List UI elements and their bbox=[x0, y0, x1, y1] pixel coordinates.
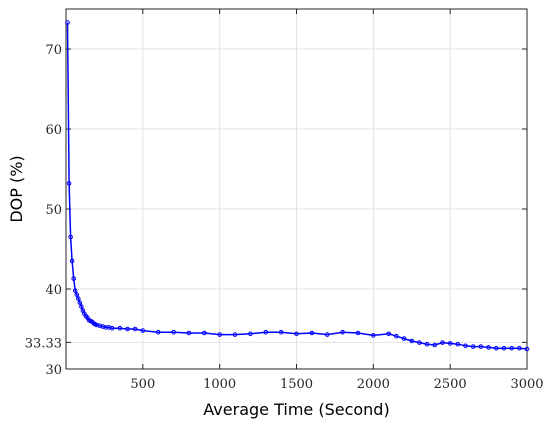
y-tick-label: 40 bbox=[45, 283, 62, 298]
data-point bbox=[470, 344, 476, 349]
data-point bbox=[74, 292, 80, 297]
data-point bbox=[432, 342, 438, 348]
data-point bbox=[440, 340, 445, 345]
data-point bbox=[132, 326, 138, 332]
y-tick-label: 60 bbox=[45, 123, 62, 138]
data-point bbox=[517, 345, 522, 351]
data-point bbox=[79, 304, 84, 309]
x-tick-label: 2500 bbox=[434, 377, 467, 392]
data-point bbox=[394, 333, 399, 339]
data-point bbox=[69, 258, 75, 264]
data-point bbox=[125, 326, 130, 332]
data-point bbox=[217, 332, 222, 337]
x-tick-label: 500 bbox=[130, 377, 155, 392]
data-point bbox=[409, 338, 415, 344]
data-point bbox=[68, 234, 73, 240]
data-point bbox=[340, 329, 345, 335]
data-point bbox=[424, 341, 430, 347]
x-tick-label: 3000 bbox=[510, 377, 543, 392]
data-point bbox=[76, 296, 81, 301]
y-axis-label: DOP (%) bbox=[7, 155, 26, 222]
data-point bbox=[524, 346, 530, 352]
data-point bbox=[263, 329, 269, 335]
x-tick-label: 1000 bbox=[203, 377, 236, 392]
data-point bbox=[171, 329, 176, 335]
y-tick-label: 50 bbox=[45, 203, 62, 218]
data-point bbox=[509, 345, 514, 351]
data-point bbox=[371, 333, 376, 338]
data-point bbox=[103, 325, 109, 330]
y-tick-label: 33.33 bbox=[25, 336, 62, 351]
data-point bbox=[140, 328, 146, 333]
data-point bbox=[117, 325, 123, 331]
data-point bbox=[71, 276, 76, 281]
data-point bbox=[494, 345, 499, 351]
data-point bbox=[278, 329, 284, 335]
data-point bbox=[455, 341, 461, 347]
data-point bbox=[355, 330, 361, 336]
data-point bbox=[463, 343, 468, 349]
data-point bbox=[155, 329, 161, 335]
data-point bbox=[401, 336, 407, 341]
data-point bbox=[324, 332, 330, 337]
series-line bbox=[66, 22, 528, 350]
data-point bbox=[294, 331, 299, 337]
x-tick-label: 1500 bbox=[280, 377, 313, 392]
data-point bbox=[478, 344, 484, 349]
data-point bbox=[386, 331, 392, 337]
data-point bbox=[109, 325, 115, 331]
data-point bbox=[66, 181, 72, 186]
y-tick-label: 30 bbox=[45, 363, 62, 378]
y-tick-label: 70 bbox=[45, 43, 62, 58]
data-point bbox=[202, 330, 207, 336]
data-point bbox=[501, 345, 507, 351]
data-point bbox=[72, 288, 78, 293]
data-point bbox=[417, 340, 422, 345]
data-point bbox=[65, 20, 70, 25]
data-point bbox=[447, 341, 453, 346]
series-layer bbox=[65, 20, 530, 352]
data-point bbox=[309, 330, 315, 336]
data-point bbox=[486, 345, 491, 350]
x-tick-label: 2000 bbox=[357, 377, 390, 392]
data-point bbox=[77, 300, 83, 305]
data-point bbox=[186, 330, 192, 336]
data-point bbox=[232, 332, 238, 337]
data-point bbox=[248, 331, 253, 337]
axis-ticks: 500 1000 1500 2000 2500 3000 30 33.33 40 50 60 70 bbox=[25, 9, 544, 392]
x-axis-label: Average Time (Second) bbox=[203, 400, 389, 419]
